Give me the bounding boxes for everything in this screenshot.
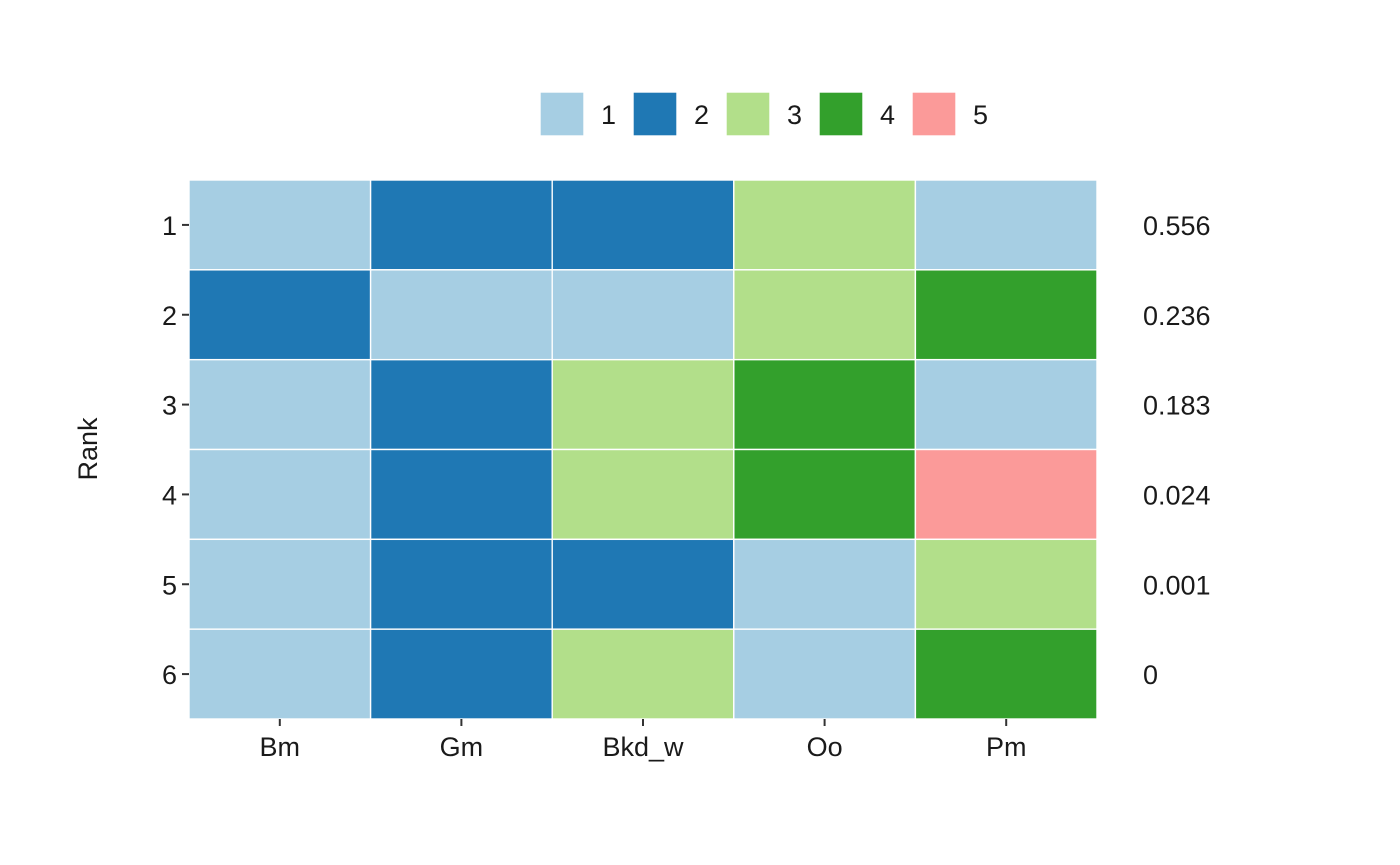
heatmap-cell (914, 358, 1098, 451)
heatmap-cell (733, 179, 917, 271)
row-annotation: 0.024 (1143, 480, 1211, 510)
heatmap-cell (369, 269, 553, 361)
x-tick-label: Pm (986, 732, 1027, 762)
legend-swatch (632, 91, 678, 137)
row-annotation: 0.556 (1143, 211, 1211, 241)
heatmap-cell (733, 269, 917, 361)
x-tick-label: Gm (440, 732, 484, 762)
row-annotation: 0.236 (1143, 301, 1211, 331)
y-tick-label: 5 (162, 570, 177, 600)
y-axis: 1 2 3 4 5 6 (162, 211, 189, 690)
heatmap-cell (551, 538, 735, 630)
legend-label: 5 (973, 100, 988, 130)
heatmap-cell (733, 538, 917, 630)
heatmap-cell (369, 179, 553, 271)
y-tick-label: 4 (162, 480, 177, 510)
legend-swatch (539, 91, 585, 137)
heatmap-cell (188, 179, 372, 271)
heatmap-cell (733, 628, 917, 720)
heatmap-cell (369, 448, 553, 541)
heatmap-cell (188, 538, 372, 630)
heatmap-cell (188, 269, 372, 361)
heatmap-cell (188, 628, 372, 720)
x-tick-label: Bm (260, 732, 301, 762)
heatmap-cell (914, 269, 1098, 361)
legend-label: 2 (694, 100, 709, 130)
legend-swatch (911, 91, 957, 137)
legend-label: 3 (787, 100, 802, 130)
legend-label: 1 (601, 100, 616, 130)
legend-swatch (725, 91, 771, 137)
heatmap-cell (551, 448, 735, 541)
heatmap-cell (914, 179, 1098, 271)
heatmap-cell (914, 538, 1098, 630)
legend-label: 4 (880, 100, 895, 130)
heatmap-cells (188, 179, 1098, 720)
heatmap-cell (369, 628, 553, 720)
row-annotations: 0.556 0.236 0.183 0.024 0.001 0 (1143, 211, 1211, 690)
heatmap-cell (914, 628, 1098, 720)
heatmap-cell (914, 448, 1098, 541)
heatmap-cell (369, 538, 553, 630)
heatmap-cell (188, 358, 372, 451)
x-tick-label: Bkd_w (602, 732, 684, 762)
y-tick-label: 3 (162, 391, 177, 421)
x-axis: Bm Gm Bkd_w Oo Pm (260, 719, 1027, 762)
y-tick-label: 1 (162, 211, 177, 241)
heatmap-cell (551, 358, 735, 451)
row-annotation: 0.001 (1143, 570, 1211, 600)
heatmap-cell (733, 358, 917, 451)
heatmap-cell (551, 269, 735, 361)
heatmap-cell (369, 358, 553, 451)
heatmap-cell (551, 628, 735, 720)
y-tick-label: 2 (162, 301, 177, 331)
legend: 1 2 3 4 5 (539, 91, 988, 137)
heatmap-cell (551, 179, 735, 271)
y-tick-label: 6 (162, 660, 177, 690)
heatmap-cell (733, 448, 917, 541)
heatmap-cell (188, 448, 372, 541)
y-axis-title: Rank (73, 417, 103, 481)
legend-swatch (818, 91, 864, 137)
row-annotation: 0 (1143, 660, 1158, 690)
row-annotation: 0.183 (1143, 391, 1211, 421)
x-tick-label: Oo (807, 732, 843, 762)
